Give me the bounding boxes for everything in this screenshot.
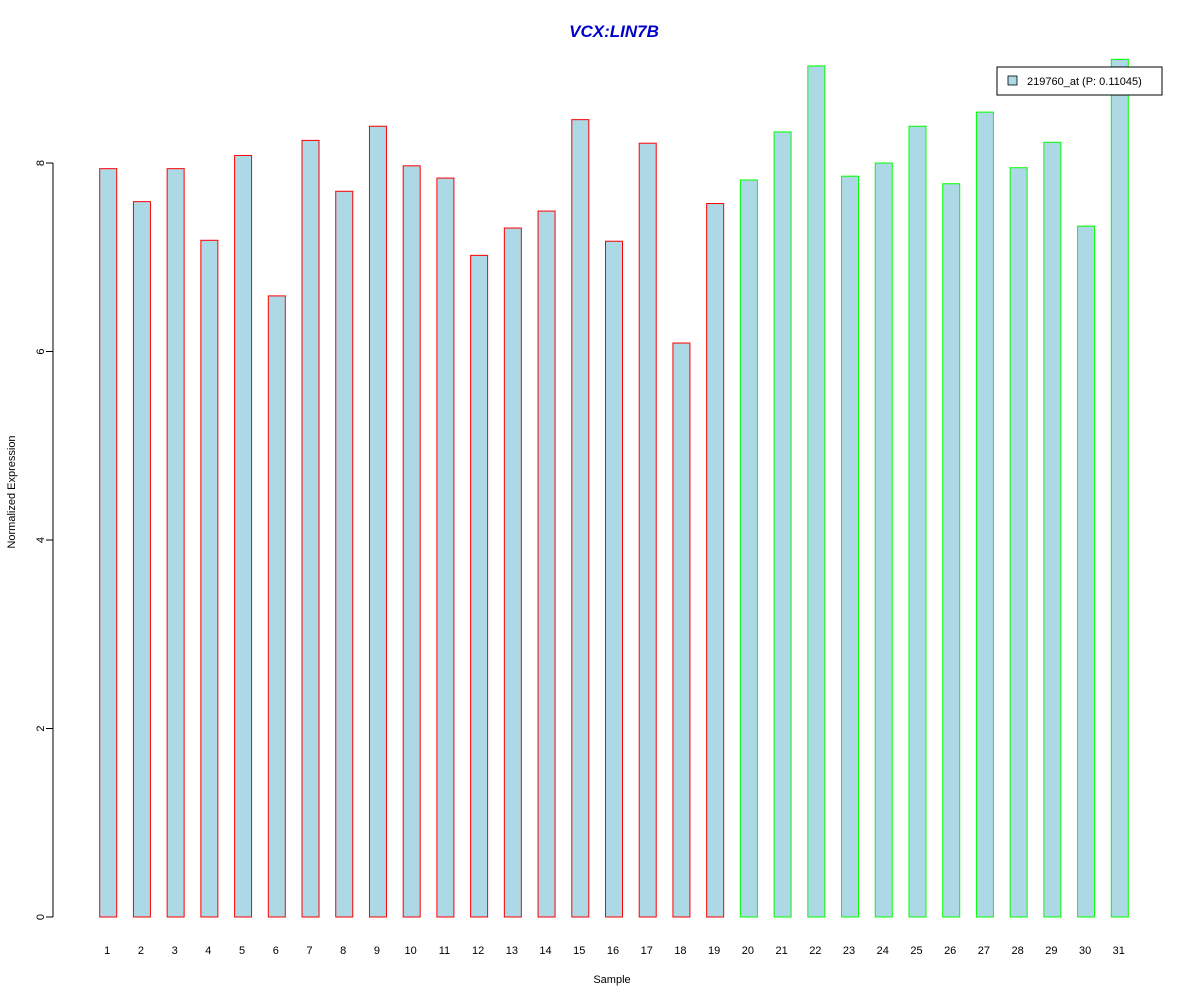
bar-sample-14 xyxy=(537,210,556,918)
x-tick-label: 5 xyxy=(239,945,245,957)
bar-sample-22 xyxy=(807,65,826,918)
x-tick-label: 3 xyxy=(172,945,178,957)
bar-sample-1 xyxy=(99,168,118,918)
x-tick-label: 14 xyxy=(539,945,551,957)
bar-sample-25 xyxy=(908,125,927,918)
x-tick-label: 15 xyxy=(573,945,585,957)
bar-sample-12 xyxy=(470,254,489,918)
bar-sample-5 xyxy=(234,154,253,918)
x-tick-label: 12 xyxy=(472,945,484,957)
bar-sample-6 xyxy=(267,295,286,918)
x-tick-label: 30 xyxy=(1079,945,1091,957)
x-tick-labels: 1 2 3 4 5 6 7 8 9 10 11 12 13 14 15 16 17 18 19 20 21 22 23 24 2… xyxy=(104,945,1125,957)
bar-sample-11 xyxy=(436,177,455,918)
bar-sample-28 xyxy=(1009,167,1028,918)
x-tick-label: 10 xyxy=(405,945,417,957)
bar-sample-26 xyxy=(942,183,961,918)
x-tick-label: 13 xyxy=(506,945,518,957)
x-tick-label: 26 xyxy=(944,945,956,957)
bar-sample-8 xyxy=(335,190,354,918)
x-tick-label: 29 xyxy=(1045,945,1057,957)
x-tick-label: 19 xyxy=(708,945,720,957)
bar-sample-2 xyxy=(132,201,151,918)
bar-sample-17 xyxy=(638,142,657,918)
x-tick-label: 22 xyxy=(809,945,821,957)
x-tick-label: 9 xyxy=(374,945,380,957)
x-tick-label: 7 xyxy=(306,945,312,957)
x-tick-label: 28 xyxy=(1012,945,1024,957)
x-tick-label: 11 xyxy=(439,945,450,957)
bar-sample-15 xyxy=(571,119,590,918)
bar-sample-13 xyxy=(503,227,522,918)
x-tick-label: 20 xyxy=(742,945,754,957)
legend-label: 219760_at (P: 0.11045) xyxy=(1027,76,1142,88)
x-tick-label: 1 xyxy=(104,945,110,957)
bar-sample-10 xyxy=(402,165,421,918)
legend-swatch xyxy=(1007,75,1018,86)
bar-sample-21 xyxy=(773,131,792,918)
bar-sample-7 xyxy=(301,139,320,918)
x-tick-label: 24 xyxy=(877,945,889,957)
bar-sample-31 xyxy=(1110,58,1129,918)
y-tick-label: 6 xyxy=(35,348,47,354)
x-tick-label: 6 xyxy=(273,945,279,957)
bar-sample-24 xyxy=(874,162,893,918)
y-axis-label: Normalized Expression xyxy=(6,435,18,548)
x-tick-label: 18 xyxy=(674,945,686,957)
y-tick-label: 2 xyxy=(35,725,47,731)
x-tick-label: 25 xyxy=(910,945,922,957)
x-tick-label: 21 xyxy=(775,945,787,957)
chart-title: VCX:LIN7B xyxy=(569,22,659,41)
bar-sample-29 xyxy=(1043,141,1062,918)
bar-sample-16 xyxy=(605,240,623,918)
y-tick-label: 8 xyxy=(35,160,47,166)
x-tick-label: 8 xyxy=(340,945,346,957)
legend: 219760_at (P: 0.11045) xyxy=(996,66,1163,96)
bar-sample-19 xyxy=(706,203,725,918)
bar-sample-18 xyxy=(672,342,691,918)
y-axis: 0 2 4 6 8 xyxy=(35,160,54,920)
x-axis-label: Sample xyxy=(593,974,630,986)
bar-sample-27 xyxy=(975,111,994,918)
x-tick-label: 17 xyxy=(641,945,653,957)
bar-sample-20 xyxy=(739,179,758,918)
y-tick-label: 0 xyxy=(35,914,47,920)
x-tick-label: 16 xyxy=(607,945,619,957)
bar-sample-30 xyxy=(1077,225,1096,918)
x-tick-label: 2 xyxy=(138,945,144,957)
x-tick-label: 31 xyxy=(1113,945,1125,957)
legend-box xyxy=(996,66,1163,96)
x-tick-label: 23 xyxy=(843,945,855,957)
y-tick-label: 4 xyxy=(35,537,47,543)
bars-group xyxy=(99,58,1129,918)
bar-sample-4 xyxy=(200,239,219,918)
bar-sample-9 xyxy=(368,125,387,918)
bar-sample-23 xyxy=(841,175,860,918)
bar-sample-3 xyxy=(166,168,185,918)
x-tick-label: 4 xyxy=(205,945,211,957)
x-tick-label: 27 xyxy=(978,945,990,957)
